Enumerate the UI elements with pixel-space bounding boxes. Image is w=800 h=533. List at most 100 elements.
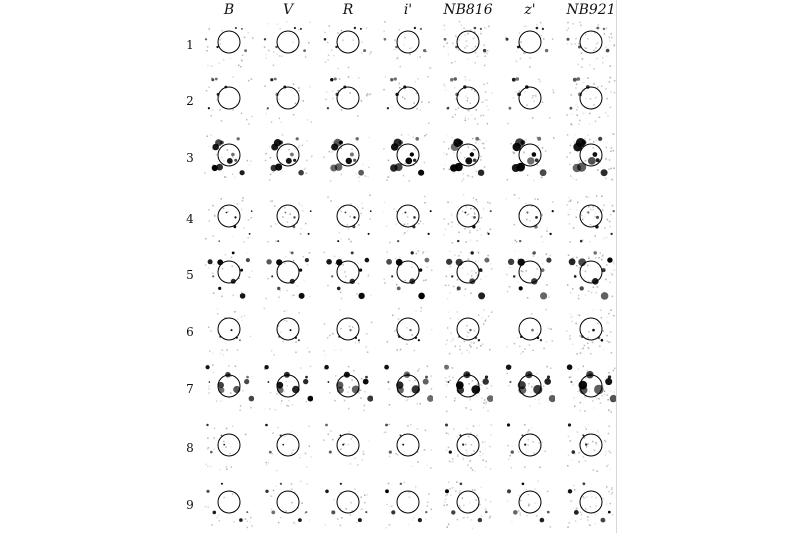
- noise-speck: [465, 116, 467, 118]
- postage-stamp-r5-c6: [505, 250, 555, 300]
- noise-speck: [389, 506, 391, 508]
- noise-speck: [333, 499, 335, 501]
- noise-speck: [454, 400, 456, 402]
- postage-stamp-r3-c1: [204, 133, 254, 183]
- noise-speck: [398, 308, 400, 310]
- noise-speck: [543, 386, 545, 388]
- noise-speck: [571, 500, 573, 502]
- noise-speck: [273, 354, 275, 356]
- noise-speck: [486, 388, 488, 390]
- noise-speck: [284, 436, 286, 438]
- noise-speck: [407, 425, 409, 427]
- noise-speck: [534, 488, 536, 490]
- noise-speck: [475, 499, 477, 501]
- noise-speck: [245, 519, 247, 521]
- noise-speck: [270, 392, 272, 394]
- noise-speck: [300, 367, 302, 369]
- noise-speck: [270, 157, 272, 159]
- noise-speck: [221, 120, 223, 122]
- noise-speck: [610, 309, 612, 311]
- noise-speck: [466, 40, 468, 42]
- noise-speck: [449, 376, 451, 378]
- noise-speck: [589, 124, 591, 126]
- source-blob: [240, 293, 246, 299]
- source-blob: [451, 510, 455, 514]
- noise-speck: [367, 93, 369, 95]
- noise-speck: [489, 202, 491, 204]
- source-blob: [290, 329, 292, 331]
- noise-speck: [570, 209, 572, 211]
- noise-speck: [536, 515, 538, 517]
- noise-speck: [465, 241, 467, 243]
- noise-speck: [566, 114, 568, 116]
- source-blob: [244, 379, 249, 384]
- noise-speck: [600, 402, 602, 404]
- noise-speck: [400, 66, 402, 68]
- noise-speck: [597, 513, 599, 515]
- noise-speck: [452, 242, 454, 244]
- noise-speck: [474, 118, 476, 120]
- source-blob: [545, 49, 548, 52]
- noise-speck: [298, 29, 300, 31]
- noise-speck: [477, 56, 479, 58]
- noise-speck: [545, 451, 547, 453]
- noise-speck: [585, 294, 587, 296]
- noise-speck: [223, 441, 225, 443]
- source-blob: [409, 329, 411, 331]
- noise-speck: [569, 223, 571, 225]
- noise-speck: [414, 148, 416, 150]
- noise-speck: [468, 118, 470, 120]
- source-blob: [298, 339, 300, 341]
- noise-speck: [463, 173, 465, 175]
- noise-speck: [409, 380, 411, 382]
- source-blob: [360, 28, 362, 30]
- source-blob: [521, 140, 526, 145]
- noise-speck: [536, 24, 538, 26]
- postage-stamp-r1-c5: [443, 20, 493, 70]
- noise-speck: [209, 351, 211, 353]
- noise-speck: [462, 321, 464, 323]
- noise-speck: [482, 143, 484, 145]
- noise-speck: [512, 446, 513, 448]
- source-blob: [487, 395, 493, 402]
- noise-speck: [242, 197, 244, 199]
- noise-speck: [448, 481, 450, 483]
- source-blob: [336, 259, 342, 265]
- source-blob: [445, 489, 449, 493]
- noise-speck: [546, 341, 548, 343]
- noise-speck: [467, 33, 469, 35]
- noise-speck: [325, 99, 327, 101]
- noise-speck: [219, 469, 221, 471]
- source-blob: [296, 137, 299, 140]
- noise-speck: [288, 149, 290, 151]
- noise-speck: [572, 178, 574, 180]
- noise-speck: [452, 116, 454, 118]
- source-blob: [469, 329, 471, 331]
- noise-speck: [241, 316, 243, 318]
- noise-speck: [483, 323, 485, 325]
- noise-speck: [332, 98, 334, 100]
- noise-speck: [308, 425, 310, 427]
- noise-speck: [606, 317, 608, 319]
- noise-speck: [586, 196, 588, 198]
- noise-speck: [567, 284, 569, 286]
- noise-speck: [507, 179, 509, 181]
- noise-speck: [295, 524, 297, 526]
- noise-speck: [211, 65, 213, 67]
- noise-speck: [588, 258, 590, 260]
- noise-speck: [579, 160, 581, 162]
- row-label: 6: [184, 325, 196, 339]
- source-blob: [264, 365, 268, 369]
- noise-speck: [571, 321, 573, 323]
- noise-speck: [527, 175, 529, 177]
- source-blob: [522, 483, 525, 486]
- noise-speck: [601, 259, 603, 261]
- noise-speck: [542, 102, 544, 104]
- noise-speck: [459, 490, 461, 492]
- source-blob: [387, 107, 389, 109]
- noise-speck: [368, 440, 370, 442]
- noise-speck: [470, 239, 472, 241]
- noise-speck: [593, 287, 595, 289]
- noise-speck: [244, 37, 246, 39]
- noise-speck: [523, 52, 525, 54]
